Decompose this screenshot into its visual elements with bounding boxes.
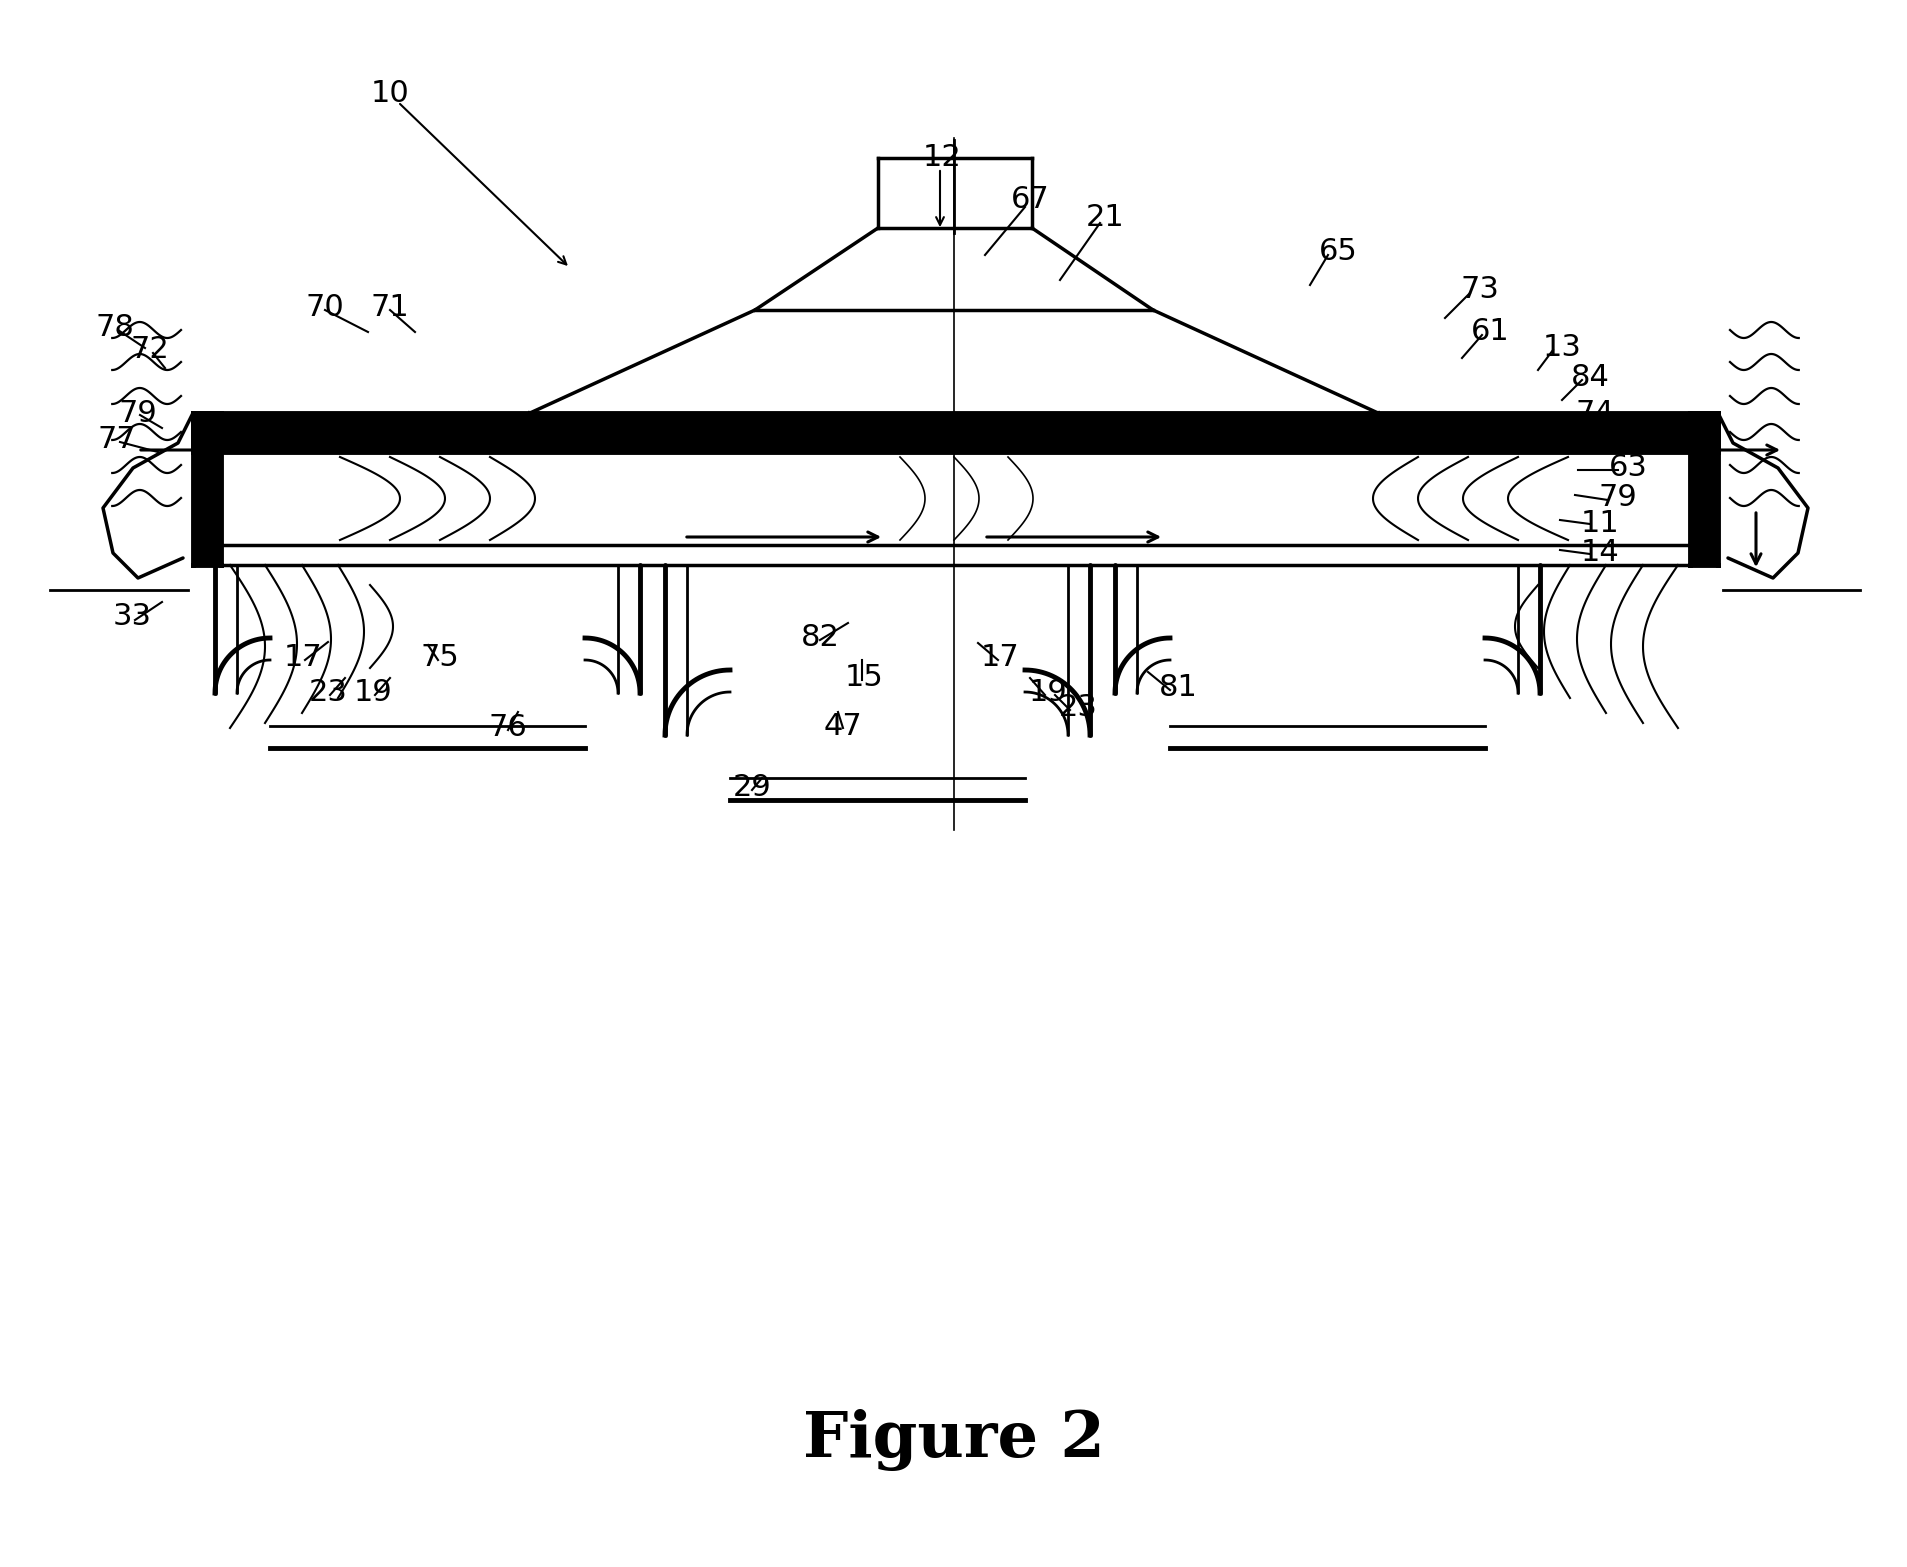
- Text: 13: 13: [1541, 334, 1581, 362]
- Text: 75: 75: [420, 644, 460, 672]
- Text: 82: 82: [801, 624, 839, 652]
- Text: 11: 11: [1579, 509, 1619, 537]
- Text: Figure 2: Figure 2: [803, 1409, 1104, 1471]
- Text: 47: 47: [824, 713, 862, 741]
- Text: 33: 33: [113, 602, 151, 632]
- Bar: [193, 414, 1716, 451]
- Text: 73: 73: [1459, 276, 1499, 304]
- Text: 21: 21: [1085, 204, 1123, 232]
- Text: 77: 77: [97, 426, 135, 454]
- Text: 67: 67: [1011, 185, 1049, 215]
- Text: 63: 63: [1608, 453, 1646, 483]
- Text: 79: 79: [118, 398, 156, 428]
- Text: 76: 76: [488, 713, 526, 743]
- Text: 23: 23: [309, 679, 347, 707]
- Text: 71: 71: [370, 293, 410, 321]
- Text: 72: 72: [130, 335, 170, 365]
- Text: 19: 19: [353, 679, 393, 707]
- Text: 15: 15: [845, 663, 883, 693]
- Text: 78: 78: [95, 312, 133, 342]
- Text: 79: 79: [1598, 484, 1636, 512]
- Text: 84: 84: [1569, 364, 1610, 392]
- Text: 29: 29: [732, 774, 770, 802]
- Text: 83: 83: [1598, 428, 1636, 458]
- Text: 61: 61: [1470, 318, 1508, 346]
- Text: 74: 74: [1575, 398, 1613, 428]
- Bar: [193, 414, 221, 566]
- Bar: [1690, 414, 1716, 566]
- Text: 17: 17: [980, 644, 1018, 672]
- Text: 17: 17: [284, 644, 322, 672]
- Text: 12: 12: [923, 143, 961, 171]
- Text: 10: 10: [370, 78, 410, 108]
- Text: 14: 14: [1579, 539, 1619, 567]
- Text: 81: 81: [1158, 674, 1198, 702]
- Text: 65: 65: [1318, 238, 1356, 266]
- Text: 23: 23: [1058, 694, 1097, 722]
- Text: 19: 19: [1028, 679, 1066, 707]
- Text: 70: 70: [305, 293, 343, 321]
